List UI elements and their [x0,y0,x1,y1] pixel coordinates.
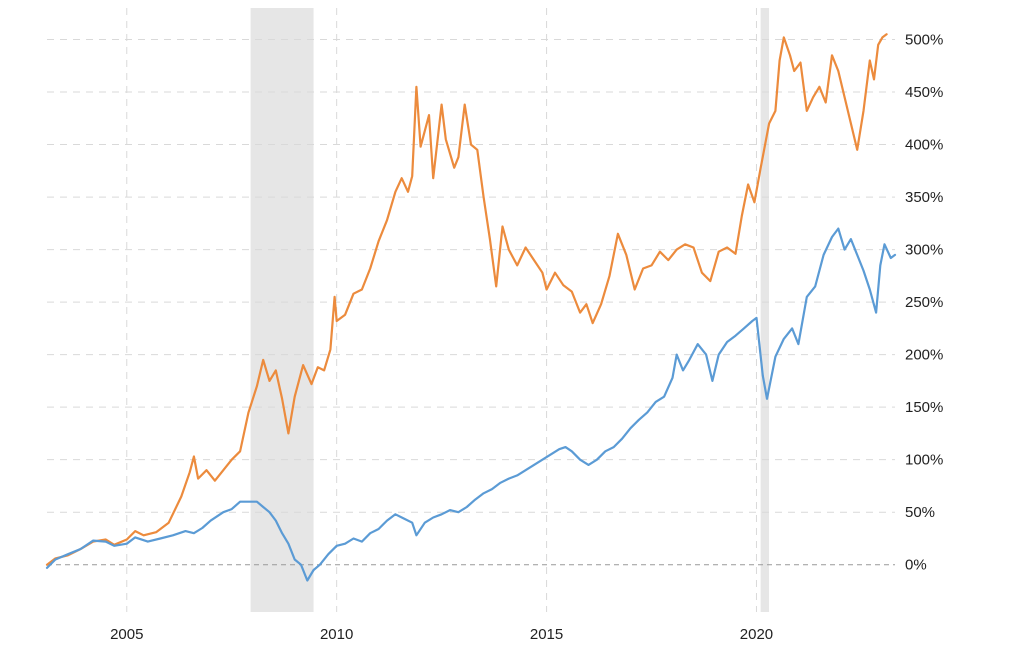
y-tick-labels: 0% 50% 100% 150% 200% 250% 300% 350% 400% 450% 500… [905,32,943,574]
y-tick-label: 0% [905,557,927,574]
recession-band [250,8,314,612]
y-tick-label: 350% [905,189,943,206]
y-tick-label: 50% [905,504,935,521]
y-tick-label: 500% [905,32,943,49]
blue-series-line [45,227,897,582]
y-tick-label: 450% [905,84,943,101]
y-tick-label: 250% [905,294,943,311]
y-tick-label: 300% [905,242,943,259]
y-tick-label: 200% [905,347,943,364]
recession-band [760,8,770,612]
series-group [45,33,897,582]
recession-shading-group [250,8,770,612]
y-tick-label: 150% [905,399,943,416]
x-tick-labels: 2005 2010 2015 2020 [110,626,773,643]
x-tick-label: 2015 [530,626,563,643]
orange-series-line [45,33,888,566]
x-tick-label: 2005 [110,626,143,643]
x-tick-label: 2020 [740,626,773,643]
y-tick-label: 100% [905,452,943,469]
x-tick-label: 2010 [320,626,353,643]
y-tick-label: 400% [905,137,943,154]
